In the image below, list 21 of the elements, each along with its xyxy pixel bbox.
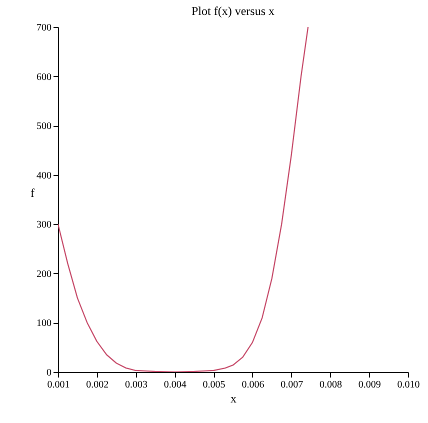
y-tick-label: 200 xyxy=(36,268,52,280)
x-tick-label: 0.004 xyxy=(164,380,186,390)
x-tick-label: 0.002 xyxy=(86,380,109,390)
x-axis-title: x xyxy=(230,392,236,406)
y-tick-label: 600 xyxy=(36,72,52,83)
x-tick-label: 0.006 xyxy=(242,380,264,390)
x-tick-label: 0.007 xyxy=(280,380,304,390)
x-tick-label: 0.005 xyxy=(202,380,226,390)
y-tick-label: 0 xyxy=(46,368,52,378)
y-tick-label: 300 xyxy=(36,220,52,231)
x-tick-label: 0.001 xyxy=(47,380,70,390)
y-tick-label: 100 xyxy=(36,318,52,330)
x-tick-label: 0.009 xyxy=(358,380,381,390)
x-tick-label: 0.010 xyxy=(397,380,420,390)
y-tick-label: 400 xyxy=(36,170,52,182)
y-axis-title: f xyxy=(30,186,34,200)
x-tick-label: 0.003 xyxy=(125,380,148,390)
x-tick-label: 0.008 xyxy=(319,380,342,390)
y-tick-label: 500 xyxy=(36,121,52,132)
y-tick-label: 700 xyxy=(36,22,52,34)
chart-title: Plot f(x) versus x xyxy=(192,4,274,18)
